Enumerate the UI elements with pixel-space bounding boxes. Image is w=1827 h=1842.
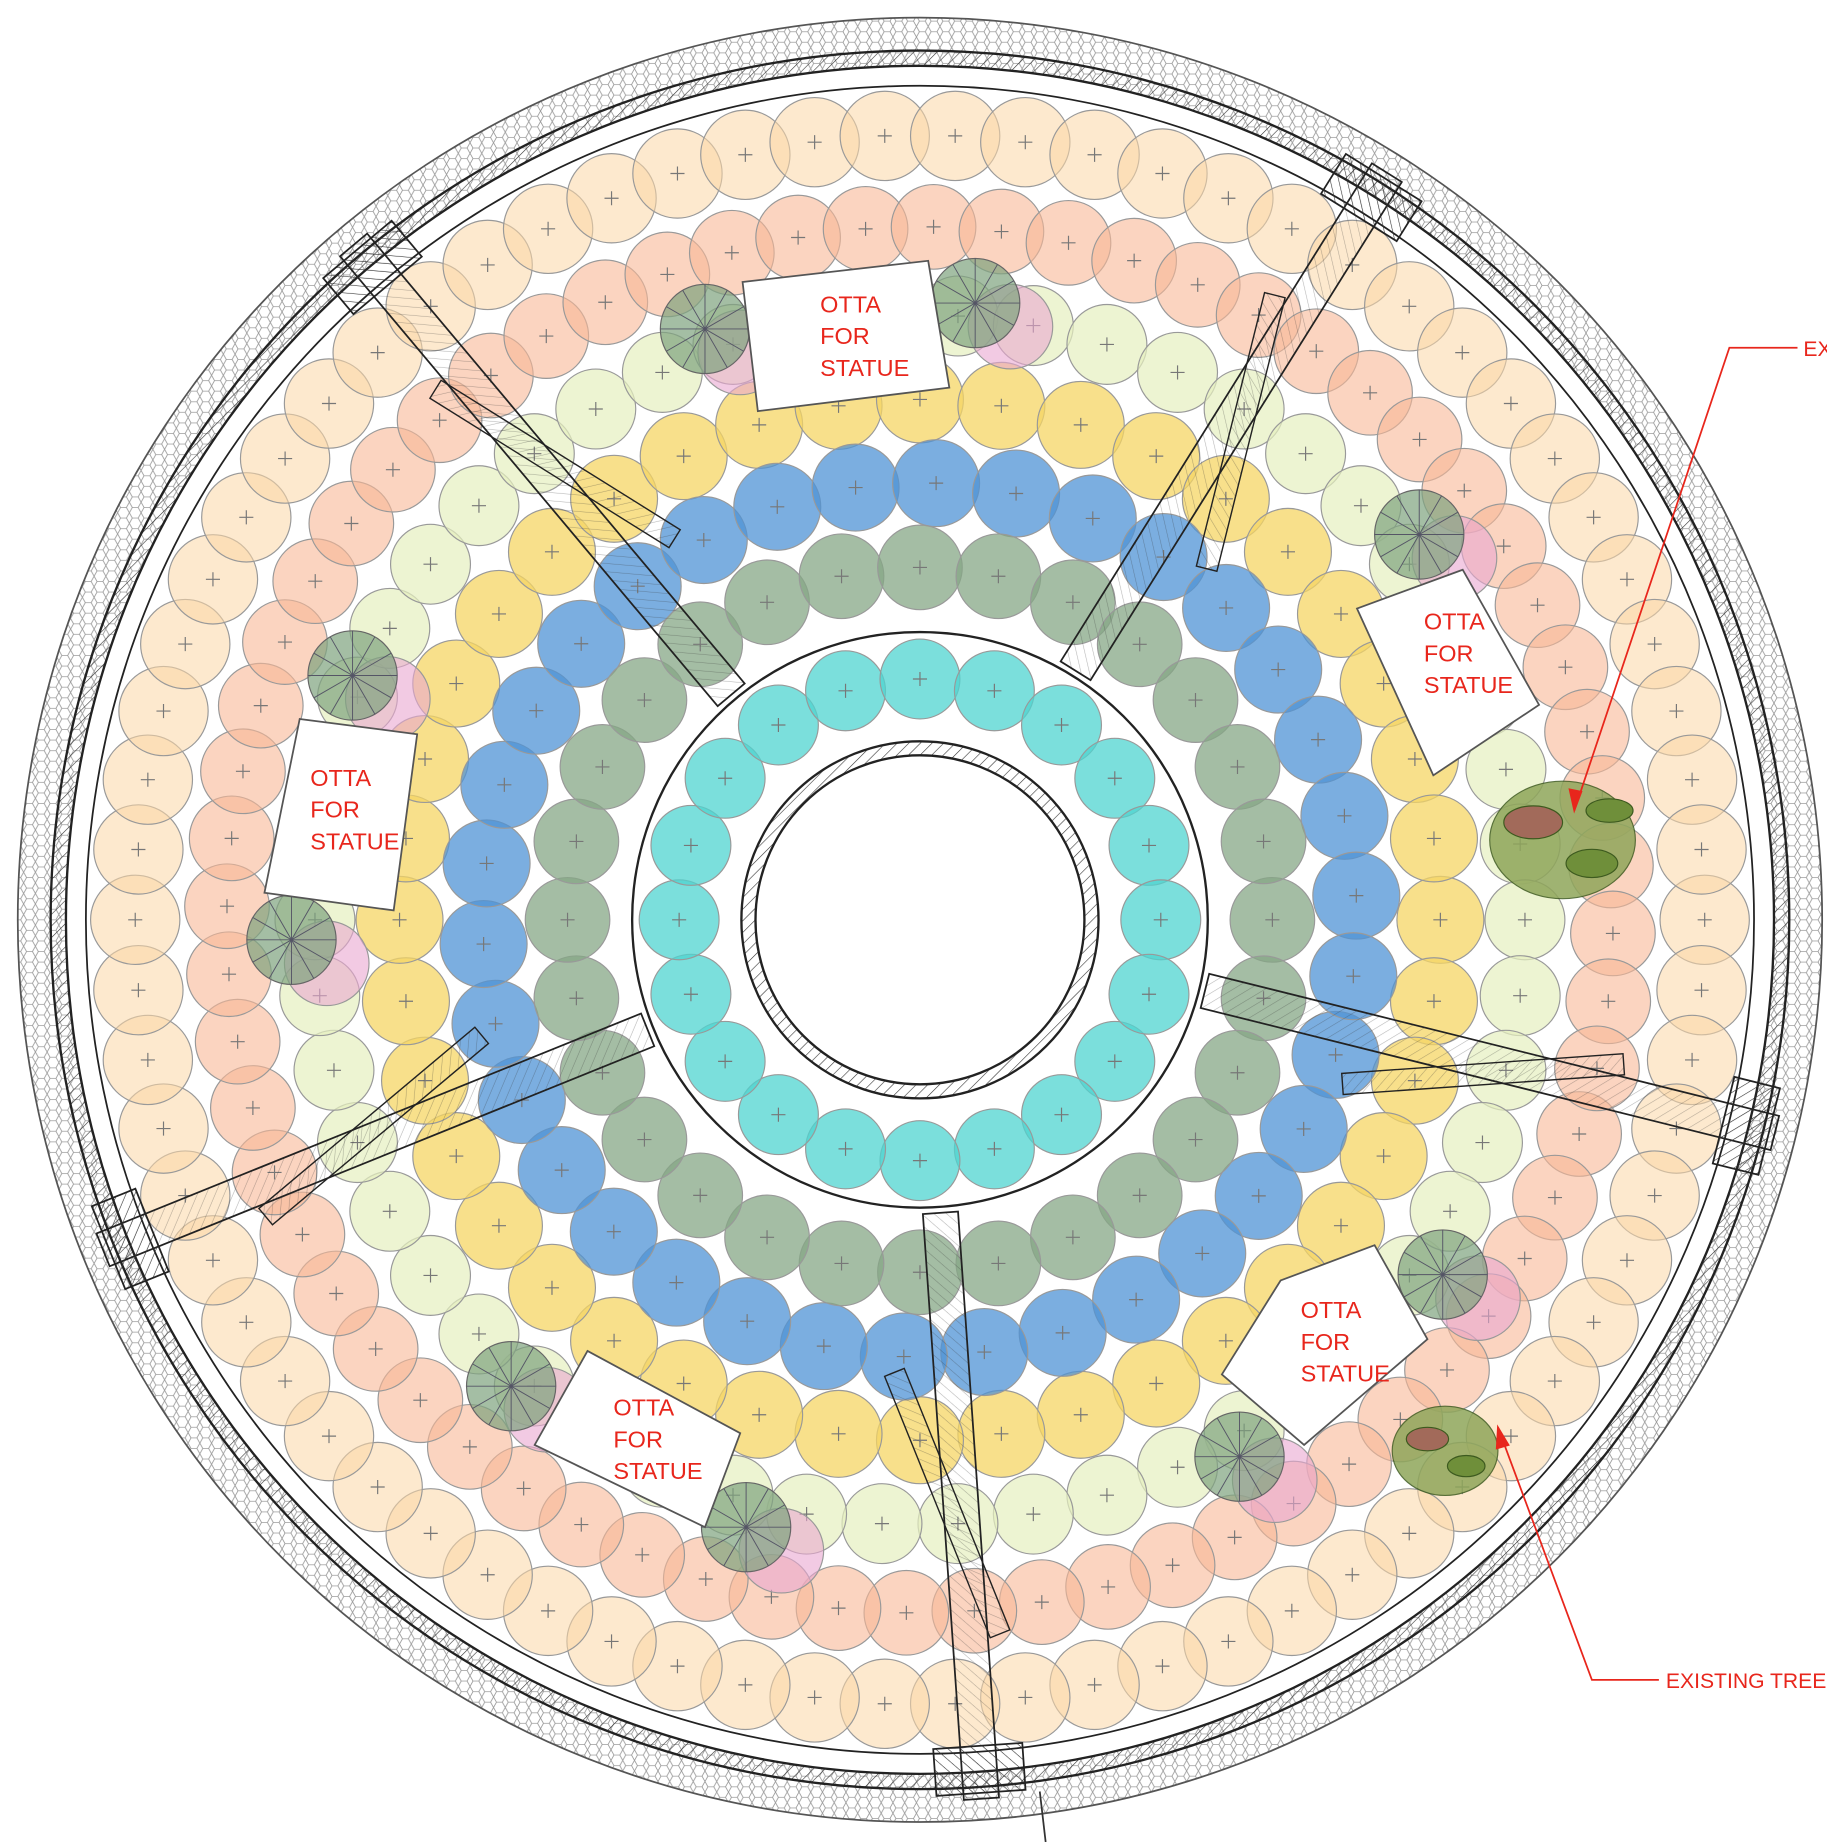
plant [1067, 1455, 1147, 1535]
plant [725, 560, 810, 645]
plant [1397, 876, 1484, 963]
plant [799, 1221, 884, 1306]
plant [1313, 852, 1400, 939]
plant [1109, 954, 1189, 1034]
plant [795, 1390, 882, 1477]
label-line: OTTA [820, 291, 881, 317]
plant [993, 1474, 1073, 1554]
plant [1113, 1340, 1200, 1427]
plant [812, 444, 899, 531]
label-line: STATUE [1424, 672, 1513, 698]
plant [1121, 880, 1201, 960]
plant [880, 639, 960, 719]
plant [443, 820, 530, 907]
label-line: FOR [310, 797, 360, 823]
plant [639, 880, 719, 960]
plant [799, 534, 884, 619]
plant [1037, 381, 1124, 468]
plant [1230, 878, 1315, 963]
plant [440, 901, 527, 988]
plant [1031, 1195, 1116, 1280]
plant [525, 878, 610, 963]
plant [958, 362, 1045, 449]
label-line: OTTA [1424, 609, 1485, 635]
plant [294, 1030, 374, 1110]
label-line: STATUE [613, 1458, 702, 1484]
plant [1221, 799, 1306, 884]
plant [956, 1221, 1041, 1306]
plant [1657, 805, 1746, 894]
label-line: OTTA [613, 1395, 674, 1421]
label-line: STATUE [1301, 1361, 1390, 1387]
plant [956, 534, 1041, 619]
plant [954, 1109, 1034, 1189]
label-line: STATUE [310, 828, 399, 854]
plant [1275, 696, 1362, 783]
label-line: FOR [1424, 640, 1474, 666]
plant [534, 799, 619, 884]
tree [1490, 781, 1636, 898]
plant [734, 463, 821, 550]
plant [1301, 772, 1388, 859]
callout-text: EX [1803, 338, 1827, 361]
plant [640, 413, 727, 500]
plant [878, 525, 963, 610]
plant [1391, 795, 1478, 882]
plant [362, 958, 449, 1045]
callout-text: EXISTING TREE AS [1666, 1670, 1827, 1693]
plant [350, 1171, 430, 1251]
label-line: OTTA [310, 765, 371, 791]
plant [806, 651, 886, 731]
plant [1480, 956, 1560, 1036]
planting-plan: OTTA FOR STATUE OTTA FOR STATUE OTTA FOR… [0, 0, 1827, 1842]
plant [880, 1121, 960, 1201]
plant [1109, 805, 1189, 885]
label-line: FOR [613, 1426, 663, 1452]
plant [893, 440, 980, 527]
label-line: OTTA [1301, 1297, 1362, 1323]
plant [1443, 1103, 1523, 1183]
label-line: FOR [820, 323, 870, 349]
tree [1392, 1406, 1498, 1495]
plant [973, 450, 1060, 537]
plant [651, 954, 731, 1034]
gate [933, 1743, 1025, 1796]
plant [1019, 1289, 1106, 1376]
label-line: STATUE [820, 355, 909, 381]
plant [1037, 1371, 1124, 1458]
plant [842, 1484, 922, 1564]
label-line: FOR [1301, 1329, 1351, 1355]
plant [1195, 725, 1280, 810]
plant [780, 1303, 867, 1390]
plant [1067, 305, 1147, 385]
